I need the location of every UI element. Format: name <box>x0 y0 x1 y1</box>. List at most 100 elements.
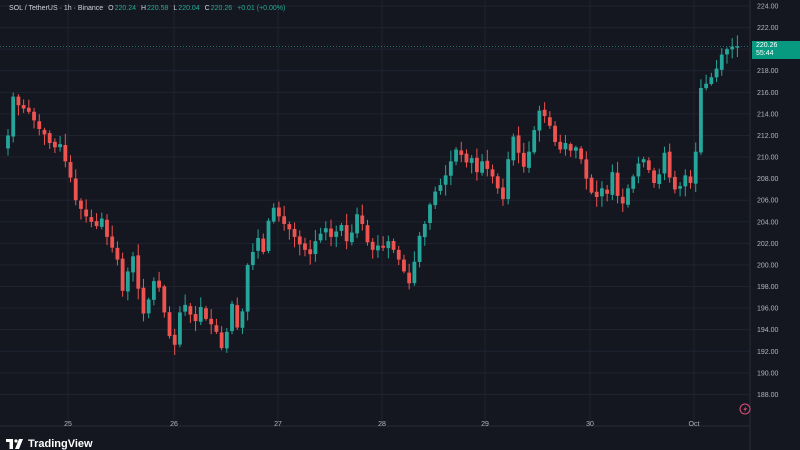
candle <box>365 219 370 246</box>
price-tick-label: 202.00 <box>757 241 779 248</box>
candle <box>501 178 505 206</box>
candle-body <box>349 232 354 243</box>
candle-body <box>615 172 620 196</box>
candle <box>110 225 115 253</box>
candle <box>521 142 526 173</box>
candle-body <box>725 49 729 55</box>
candle <box>287 221 292 240</box>
candle-body <box>297 236 302 245</box>
candle <box>146 297 151 319</box>
candle <box>167 306 172 339</box>
candle-body <box>125 271 130 292</box>
candle <box>412 251 417 286</box>
candle <box>464 149 469 168</box>
time-axis[interactable]: 25 26 27 28 29 30 Oct <box>64 421 699 428</box>
candle <box>73 169 78 206</box>
candle-body <box>402 259 406 272</box>
candle-body <box>271 207 276 222</box>
candle <box>209 309 214 335</box>
candle-body <box>303 243 307 250</box>
candle-body <box>214 325 219 332</box>
bar-countdown: 55:44 <box>756 50 774 58</box>
candle <box>469 154 474 174</box>
candle <box>730 38 735 59</box>
candle-body <box>521 152 526 167</box>
candle-body <box>667 151 672 178</box>
candle <box>261 233 266 255</box>
candle-body <box>6 135 10 149</box>
candle <box>600 181 604 207</box>
candle-body <box>641 159 646 163</box>
candle-body <box>579 148 583 160</box>
candle <box>297 230 302 256</box>
open-value: 220.24 <box>114 5 136 12</box>
candle-body <box>193 314 198 322</box>
price-tick-label: 198.00 <box>757 284 779 291</box>
candle-body <box>714 68 719 78</box>
price-tick-label: 192.00 <box>757 349 779 356</box>
candle <box>480 154 485 176</box>
time-tick-label: 29 <box>481 421 489 428</box>
candle <box>230 300 234 335</box>
candle <box>277 201 281 222</box>
candle-body <box>162 286 167 313</box>
candle-body <box>480 161 485 173</box>
candle-body <box>84 209 89 217</box>
candle-body <box>693 151 698 184</box>
candle-body <box>198 307 203 322</box>
candle <box>422 221 427 246</box>
candle-body <box>381 245 386 248</box>
candle <box>68 155 73 183</box>
price-axis[interactable]: 224.00222.00220.00218.00216.00214.00212.… <box>757 4 779 399</box>
candle-body <box>433 191 438 206</box>
candle <box>282 205 287 231</box>
candle <box>360 204 365 231</box>
candle <box>198 297 203 326</box>
candle-body <box>21 105 26 109</box>
candle <box>459 141 464 163</box>
candle <box>683 169 688 197</box>
candle-body <box>42 129 47 135</box>
candle-body <box>553 125 557 142</box>
candle <box>105 214 109 246</box>
candle <box>610 164 615 201</box>
candle-body <box>490 169 495 177</box>
close-label: C <box>204 5 210 12</box>
candle <box>370 237 375 259</box>
candle <box>21 99 26 113</box>
candle-body <box>454 149 458 162</box>
price-tick-label: 212.00 <box>757 133 779 140</box>
candle-body <box>573 147 578 151</box>
candle-body <box>329 228 333 237</box>
candle <box>245 263 250 321</box>
candle <box>308 240 313 265</box>
candle-body <box>537 110 542 131</box>
candle-body <box>516 135 521 153</box>
lightning-icon[interactable] <box>739 403 751 415</box>
candle <box>407 263 412 290</box>
candle <box>448 150 453 186</box>
candle <box>271 203 276 224</box>
candle-body <box>37 121 42 129</box>
candle-body <box>730 46 735 50</box>
candle <box>131 252 135 282</box>
candle <box>94 213 99 230</box>
time-tick-label: 26 <box>170 421 178 428</box>
price-tick-label: 194.00 <box>757 327 779 334</box>
candle-body <box>412 261 417 284</box>
tradingview-logo[interactable]: TradingView <box>6 438 93 450</box>
candle <box>631 174 636 193</box>
candle-body <box>11 96 16 137</box>
candle <box>204 305 208 321</box>
candle-body <box>136 255 141 289</box>
candle <box>47 130 52 149</box>
candle <box>709 72 714 86</box>
candle <box>292 222 297 248</box>
candle <box>16 94 21 116</box>
chart-legend: SOL / TetherUS · 1h · Binance O220.24 H2… <box>9 5 285 12</box>
candle <box>568 142 573 157</box>
candle <box>657 168 662 189</box>
candle <box>573 145 578 159</box>
candle-body <box>365 225 370 243</box>
